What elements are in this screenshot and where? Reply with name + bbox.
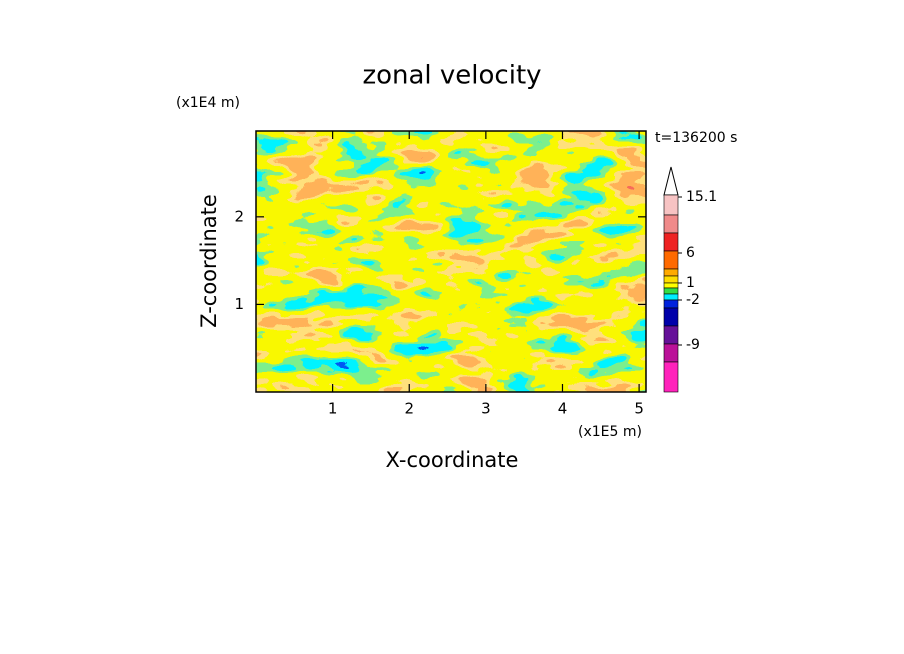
y-unit: (x1E4 m) [176, 95, 240, 111]
y-axis-label: Z-coordinate [197, 194, 221, 328]
y-tick-label: 1 [234, 295, 244, 313]
x-tick-label: 4 [558, 400, 568, 418]
colorbar-band [663, 275, 679, 284]
contour-field [256, 131, 646, 392]
colorbar-band [663, 214, 679, 234]
colorbar-label: 15.1 [686, 189, 717, 205]
x-tick-label: 3 [481, 400, 491, 418]
colorbar: 15.1 6 1-2 -9 [663, 166, 717, 393]
annotation: t=136200 s [655, 130, 737, 146]
colorbar-band [663, 299, 679, 309]
colorbar-label: 6 [686, 245, 695, 261]
x-unit: (x1E5 m) [578, 424, 642, 440]
x-tick-label: 5 [634, 400, 644, 418]
x-axis-label: X-coordinate [386, 448, 519, 472]
colorbar-label: -2 [686, 292, 700, 308]
colorbar-band [663, 325, 679, 345]
chart-title: zonal velocity [362, 61, 541, 91]
colorbar-band [663, 250, 679, 270]
colorbar-band [663, 268, 679, 277]
colorbar-triangle [663, 166, 679, 196]
colorbar-band [663, 287, 679, 295]
colorbar-band [663, 361, 679, 393]
colorbar-band [663, 307, 679, 327]
colorbar-band [663, 282, 679, 289]
colorbar-band [663, 343, 679, 363]
colorbar-label: -9 [686, 337, 700, 353]
colorbar-band [663, 232, 679, 252]
y-tick-label: 2 [234, 207, 244, 225]
x-tick-label: 1 [328, 400, 338, 418]
plot-frame [255, 130, 647, 393]
x-tick-label: 2 [404, 400, 414, 418]
colorbar-band [663, 194, 679, 216]
colorbar-label: 1 [686, 275, 695, 291]
colorbar-band [663, 293, 679, 301]
